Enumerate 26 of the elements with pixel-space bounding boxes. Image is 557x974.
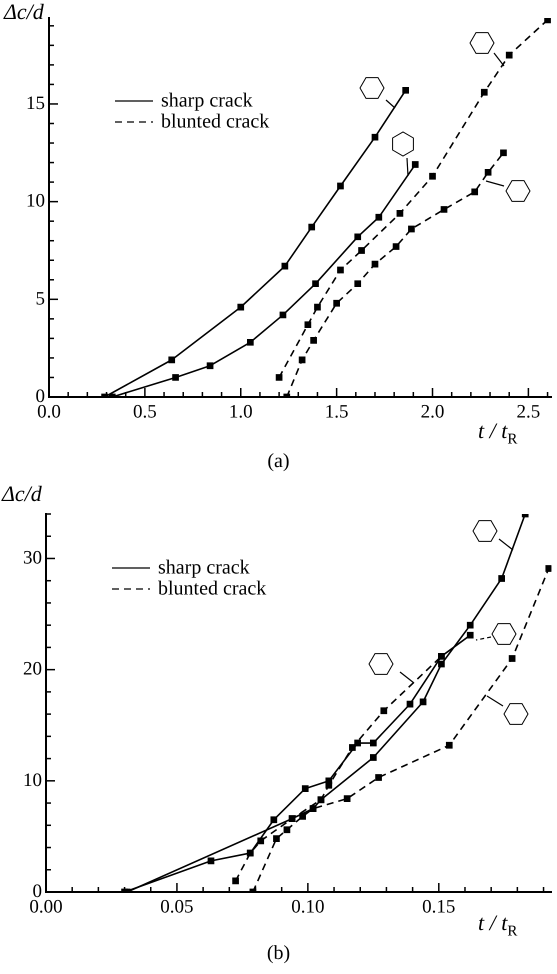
y-tick-label: 15 — [26, 92, 45, 114]
x-tick-label: 2.5 — [516, 401, 540, 422]
x-tick-label: 1.0 — [228, 401, 253, 422]
text: (b) — [266, 942, 292, 965]
x-tick-label: 0.10 — [291, 896, 324, 918]
x-tick-label: 0.00 — [29, 896, 63, 918]
x-tick-label: 0.5 — [133, 401, 157, 422]
x-tick-label: 0.05 — [160, 896, 194, 918]
text: (a) — [266, 450, 291, 473]
y-tick-label: 30 — [23, 547, 42, 568]
x-axis-title: t / t$_{R}$ — [478, 910, 518, 940]
y-axis-title: Δc/d — [4, 0, 44, 24]
x-tick-label: 0.0 — [37, 401, 61, 422]
x-tick-label: 1.5 — [324, 401, 349, 422]
y-tick-label: 20 — [23, 658, 42, 680]
x-tick-label: 2.0 — [420, 401, 444, 422]
legend-label: blunted crack — [158, 577, 266, 600]
y-axis-title: Δc/d — [2, 481, 42, 506]
legend-label: sharp crack — [158, 556, 250, 578]
y-tick-label: 10 — [26, 190, 45, 212]
x-tick-label: 0.15 — [422, 896, 456, 918]
y-tick-label: 5 — [36, 288, 45, 310]
x-axis-title: t / t$_{R}$ — [478, 418, 518, 448]
y-tick-label: 10 — [23, 770, 42, 791]
legend-label: blunted crack — [161, 110, 270, 132]
legend-label: sharp crack — [161, 89, 253, 112]
